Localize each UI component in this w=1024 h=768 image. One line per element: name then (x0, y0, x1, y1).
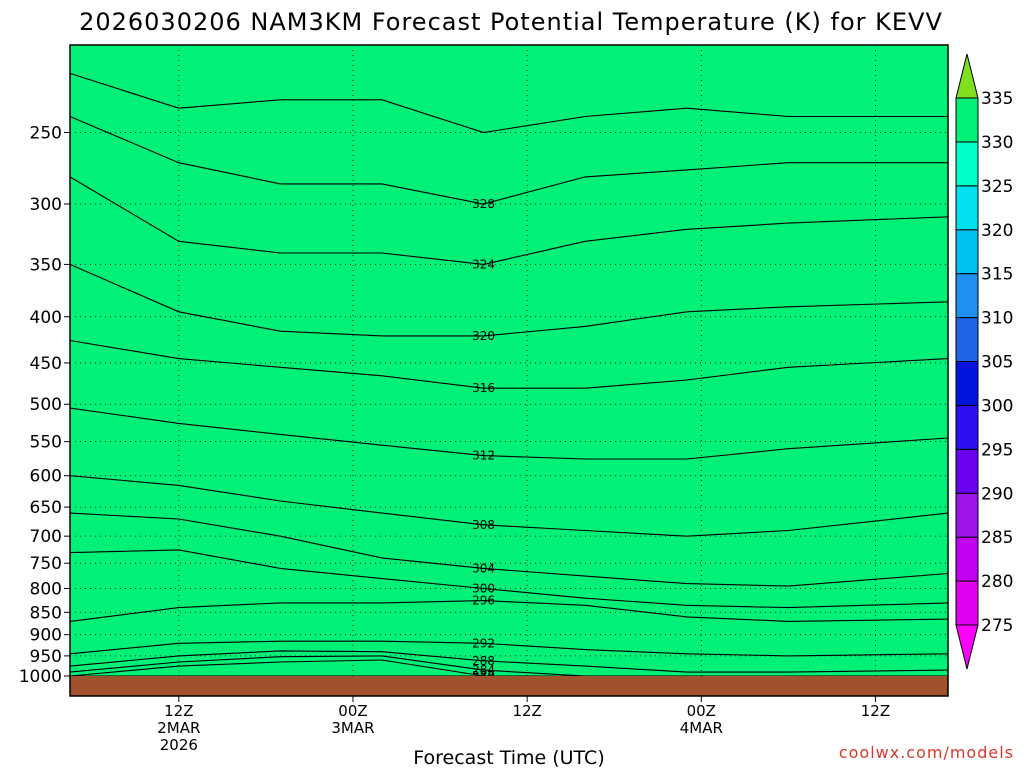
y-tick-label-400: 400 (30, 308, 62, 328)
theta-band-328-332 (70, 73, 948, 676)
isentrope-324 (69, 176, 949, 265)
colorbar-band-325 (955, 141, 979, 187)
colorbar-band-300 (955, 361, 979, 406)
y-tick-label-800: 800 (30, 580, 62, 600)
y-tick-label-1000: 1000 (19, 667, 62, 687)
colorbar-band-285 (955, 492, 979, 538)
y-tick-label-450: 450 (30, 354, 62, 374)
colorbar-band-310 (955, 273, 979, 319)
x-tick-label-54-0: 12Z (861, 702, 890, 720)
credit-link[interactable]: coolwx.com/models (839, 743, 1014, 762)
y-tick-label-550: 550 (30, 433, 62, 453)
x-tick-label-18-0: 00Z (338, 702, 367, 720)
colorbar-label-330: 330 (981, 133, 1013, 153)
isentrope-label-284: 284 (472, 663, 495, 677)
y-tick-label-300: 300 (30, 195, 62, 215)
x-axis-label: Forecast Time (UTC) (413, 747, 604, 768)
colorbar-band-315 (955, 229, 979, 275)
ground-surface (70, 676, 948, 696)
isentrope-300 (69, 549, 949, 609)
y-tick-label-750: 750 (30, 554, 62, 574)
isentrope-288 (69, 650, 949, 673)
y-tick-label-500: 500 (30, 395, 62, 415)
pressure-axis: 250 300 350 400 450 500 550 600 650 700 750 800 850 9… (19, 123, 70, 687)
isentrope-label-296: 296 (472, 594, 495, 608)
y-tick-label-350: 350 (30, 255, 62, 275)
chart-title: 2026030206 NAM3KM Forecast Potential Tem… (79, 8, 943, 36)
colorbar-label-315: 315 (981, 265, 1013, 285)
isentrope-label-304: 304 (472, 561, 495, 575)
y-tick-label-650: 650 (30, 498, 62, 518)
y-tick-label-900: 900 (30, 626, 62, 646)
x-tick-label-6-2: 2026 (160, 736, 198, 754)
colorbar-min-arrow (955, 624, 979, 670)
x-tick-label-6-1: 2MAR (157, 719, 200, 737)
isentrope-label-288: 288 (472, 654, 495, 668)
colorbar-band-320 (955, 185, 979, 231)
colorbar: 275 280 285 290 295 300 305 310 315 320 325 330 335 (955, 53, 1013, 670)
colorbar-label-295: 295 (981, 440, 1013, 460)
colorbar-band-305 (955, 317, 979, 363)
x-tick-label-42-1: 4MAR (680, 719, 723, 737)
isentrope-308 (69, 475, 949, 537)
colorbar-label-325: 325 (981, 177, 1013, 197)
colorbar-label-305: 305 (981, 353, 1013, 373)
x-tick-label-6-0: 12Z (164, 702, 193, 720)
colorbar-band-290 (955, 448, 979, 494)
y-tick-label-250: 250 (30, 123, 62, 143)
colorbar-band-330 (955, 97, 979, 143)
isentrope-label-316: 316 (472, 381, 495, 395)
colorbar-max-arrow (955, 53, 979, 99)
isentrope-296 (69, 600, 949, 622)
isentrope-312 (69, 407, 949, 460)
isentrope-328 (69, 115, 948, 205)
colorbar-label-310: 310 (981, 309, 1013, 329)
isentrope-label-312: 312 (472, 449, 495, 463)
x-tick-label-18-1: 3MAR (331, 719, 374, 737)
isentrope-316 (69, 339, 949, 389)
x-tick-label-30-0: 12Z (512, 702, 541, 720)
theta-fill-layer (70, 45, 948, 676)
isentrope-label-320: 320 (472, 329, 495, 343)
colorbar-label-335: 335 (981, 89, 1013, 109)
grid-layer (70, 45, 948, 676)
x-tick-label-42-0: 00Z (687, 702, 716, 720)
colorbar-label-300: 300 (981, 396, 1013, 416)
y-tick-label-950: 950 (30, 647, 62, 667)
isentrope-label-308: 308 (472, 518, 495, 532)
colorbar-label-320: 320 (981, 221, 1013, 241)
colorbar-band-275 (955, 580, 979, 626)
y-tick-label-600: 600 (30, 467, 62, 487)
colorbar-label-280: 280 (981, 572, 1013, 592)
plot-frame (69, 44, 949, 697)
isentrope-label-300: 300 (472, 582, 495, 596)
isentrope-label-292: 292 (472, 636, 495, 650)
colorbar-band-280 (955, 536, 979, 582)
colorbar-label-290: 290 (981, 484, 1013, 504)
colorbar-band-295 (955, 404, 979, 450)
colorbar-label-275: 275 (981, 616, 1013, 636)
isentrope-320 (69, 263, 949, 337)
isentrope-304 (69, 512, 949, 587)
colorbar-label-285: 285 (981, 528, 1013, 548)
isentrope-label-328: 328 (472, 197, 495, 211)
y-tick-label-850: 850 (30, 603, 62, 623)
isentrope-332 (69, 72, 948, 134)
isentrope-label-324: 324 (472, 257, 495, 271)
isentrope-292 (69, 640, 949, 657)
y-tick-label-700: 700 (30, 527, 62, 547)
